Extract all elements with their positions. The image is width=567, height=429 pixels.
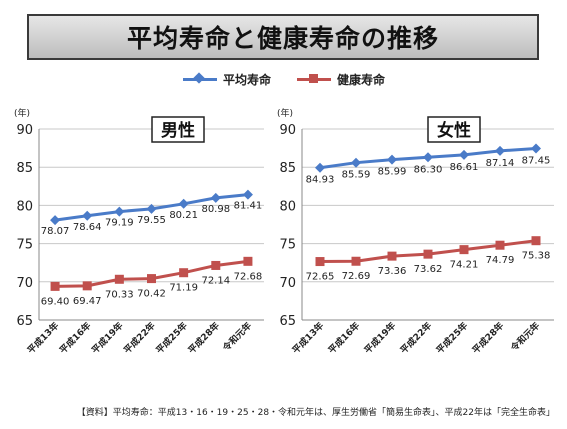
data-label: 85.99: [378, 167, 407, 178]
data-point-square: [459, 245, 469, 255]
y-tick-label: 75: [16, 238, 33, 253]
data-label: 72.68: [234, 271, 263, 282]
data-label: 69.47: [73, 296, 102, 307]
y-tick-label: 80: [16, 199, 33, 214]
data-label: 72.69: [342, 271, 371, 282]
data-point-square: [387, 251, 397, 261]
data-point-diamond: [114, 206, 125, 217]
data-label: 81.41: [234, 201, 263, 212]
x-tick-label: 平成19年: [89, 320, 125, 356]
data-label: 74.79: [486, 255, 515, 266]
legend-label-healthy-life-expectancy: 健康寿命: [337, 73, 386, 87]
panel-title-box: [427, 116, 481, 143]
data-point-square: [114, 274, 124, 284]
data-label: 73.36: [378, 266, 407, 277]
x-tick-label: 平成25年: [434, 320, 470, 356]
data-point-diamond: [50, 215, 61, 226]
y-tick-label: 85: [16, 161, 33, 176]
data-label: 72.65: [306, 272, 335, 283]
y-tick-label: 90: [279, 123, 296, 138]
data-point-diamond: [531, 143, 541, 154]
data-label: 78.64: [73, 222, 102, 233]
y-tick-label: 75: [279, 238, 296, 253]
x-tick-label: 平成28年: [470, 320, 506, 356]
data-label: 87.45: [522, 155, 551, 166]
data-label: 70.42: [137, 289, 166, 300]
data-point-diamond: [315, 162, 325, 173]
data-label: 80.21: [169, 210, 198, 221]
x-tick-label: 平成28年: [185, 320, 221, 356]
data-label: 72.14: [201, 275, 230, 286]
legend: 平均寿命 健康寿命: [0, 69, 567, 89]
x-tick-label: 平成16年: [326, 320, 362, 356]
data-label: 74.21: [450, 260, 479, 271]
data-label: 79.19: [105, 218, 134, 229]
x-tick-label: 令和元年: [507, 320, 542, 355]
data-label: 86.30: [414, 164, 443, 175]
data-point-diamond: [459, 149, 469, 160]
data-point-diamond: [351, 157, 361, 168]
data-label: 86.61: [450, 162, 479, 173]
x-tick-label: 平成25年: [153, 320, 189, 356]
data-point-diamond: [210, 192, 221, 203]
panel-title-box: [151, 116, 205, 143]
data-point-diamond: [387, 154, 397, 165]
y-tick-label: 85: [279, 161, 296, 176]
legend-square-marker: [309, 74, 318, 83]
x-tick-label: 平成22年: [121, 320, 157, 356]
data-point-square: [50, 281, 60, 291]
data-label: 78.07: [41, 226, 70, 237]
y-tick-label: 65: [279, 314, 296, 329]
data-label: 75.38: [522, 251, 551, 262]
data-point-square: [243, 256, 253, 266]
data-label: 70.33: [105, 289, 134, 300]
x-tick-label: 平成22年: [398, 320, 434, 356]
data-point-square: [211, 260, 221, 270]
data-point-square: [179, 268, 189, 278]
y-tick-label: 90: [16, 123, 33, 138]
x-tick-label: 平成16年: [57, 320, 93, 356]
data-label: 85.59: [342, 170, 371, 181]
data-label: 73.62: [414, 264, 443, 275]
x-tick-label: 平成19年: [362, 320, 398, 356]
data-point-diamond: [495, 145, 505, 156]
y-axis-unit-label: (年): [277, 107, 293, 119]
data-point-square: [315, 257, 325, 267]
data-label: 87.14: [486, 158, 515, 169]
data-point-diamond: [82, 210, 93, 221]
data-point-diamond: [242, 189, 253, 200]
data-point-square: [351, 256, 361, 266]
y-tick-label: 80: [279, 199, 296, 214]
data-label: 71.19: [169, 283, 198, 294]
legend-label-life-expectancy: 平均寿命: [223, 73, 272, 87]
panel-title: 女性: [437, 120, 471, 141]
y-tick-label: 70: [279, 276, 296, 291]
page-title: 平均寿命と健康寿命の推移: [27, 14, 539, 60]
data-point-square: [495, 240, 505, 250]
data-label: 84.93: [306, 175, 335, 186]
data-point-square: [423, 249, 433, 259]
data-point-diamond: [146, 203, 157, 214]
data-label: 79.55: [137, 215, 166, 226]
panel-title: 男性: [161, 120, 195, 141]
y-tick-label: 70: [16, 276, 33, 291]
x-tick-label: 令和元年: [219, 320, 254, 355]
y-tick-label: 65: [16, 314, 33, 329]
data-label: 80.98: [201, 204, 230, 215]
data-point-diamond: [178, 198, 189, 209]
data-point-square: [82, 281, 92, 291]
data-point-diamond: [423, 152, 433, 163]
data-point-square: [531, 236, 541, 246]
y-axis-unit-label: (年): [14, 107, 30, 119]
data-label: 69.40: [41, 296, 70, 307]
source-note: 【資料】平均寿命：平成13・16・19・25・28・令和元年は、厚生労働省「簡易…: [76, 408, 555, 418]
data-point-square: [147, 274, 156, 284]
